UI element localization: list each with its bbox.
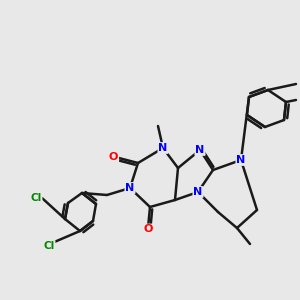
Text: N: N: [158, 143, 168, 153]
Text: N: N: [195, 145, 205, 155]
Text: Cl: Cl: [30, 193, 42, 203]
Text: Cl: Cl: [44, 241, 55, 251]
Text: O: O: [109, 152, 118, 162]
Text: N: N: [194, 187, 202, 197]
Text: O: O: [143, 224, 153, 235]
Text: N: N: [125, 183, 135, 193]
Text: N: N: [236, 155, 246, 165]
